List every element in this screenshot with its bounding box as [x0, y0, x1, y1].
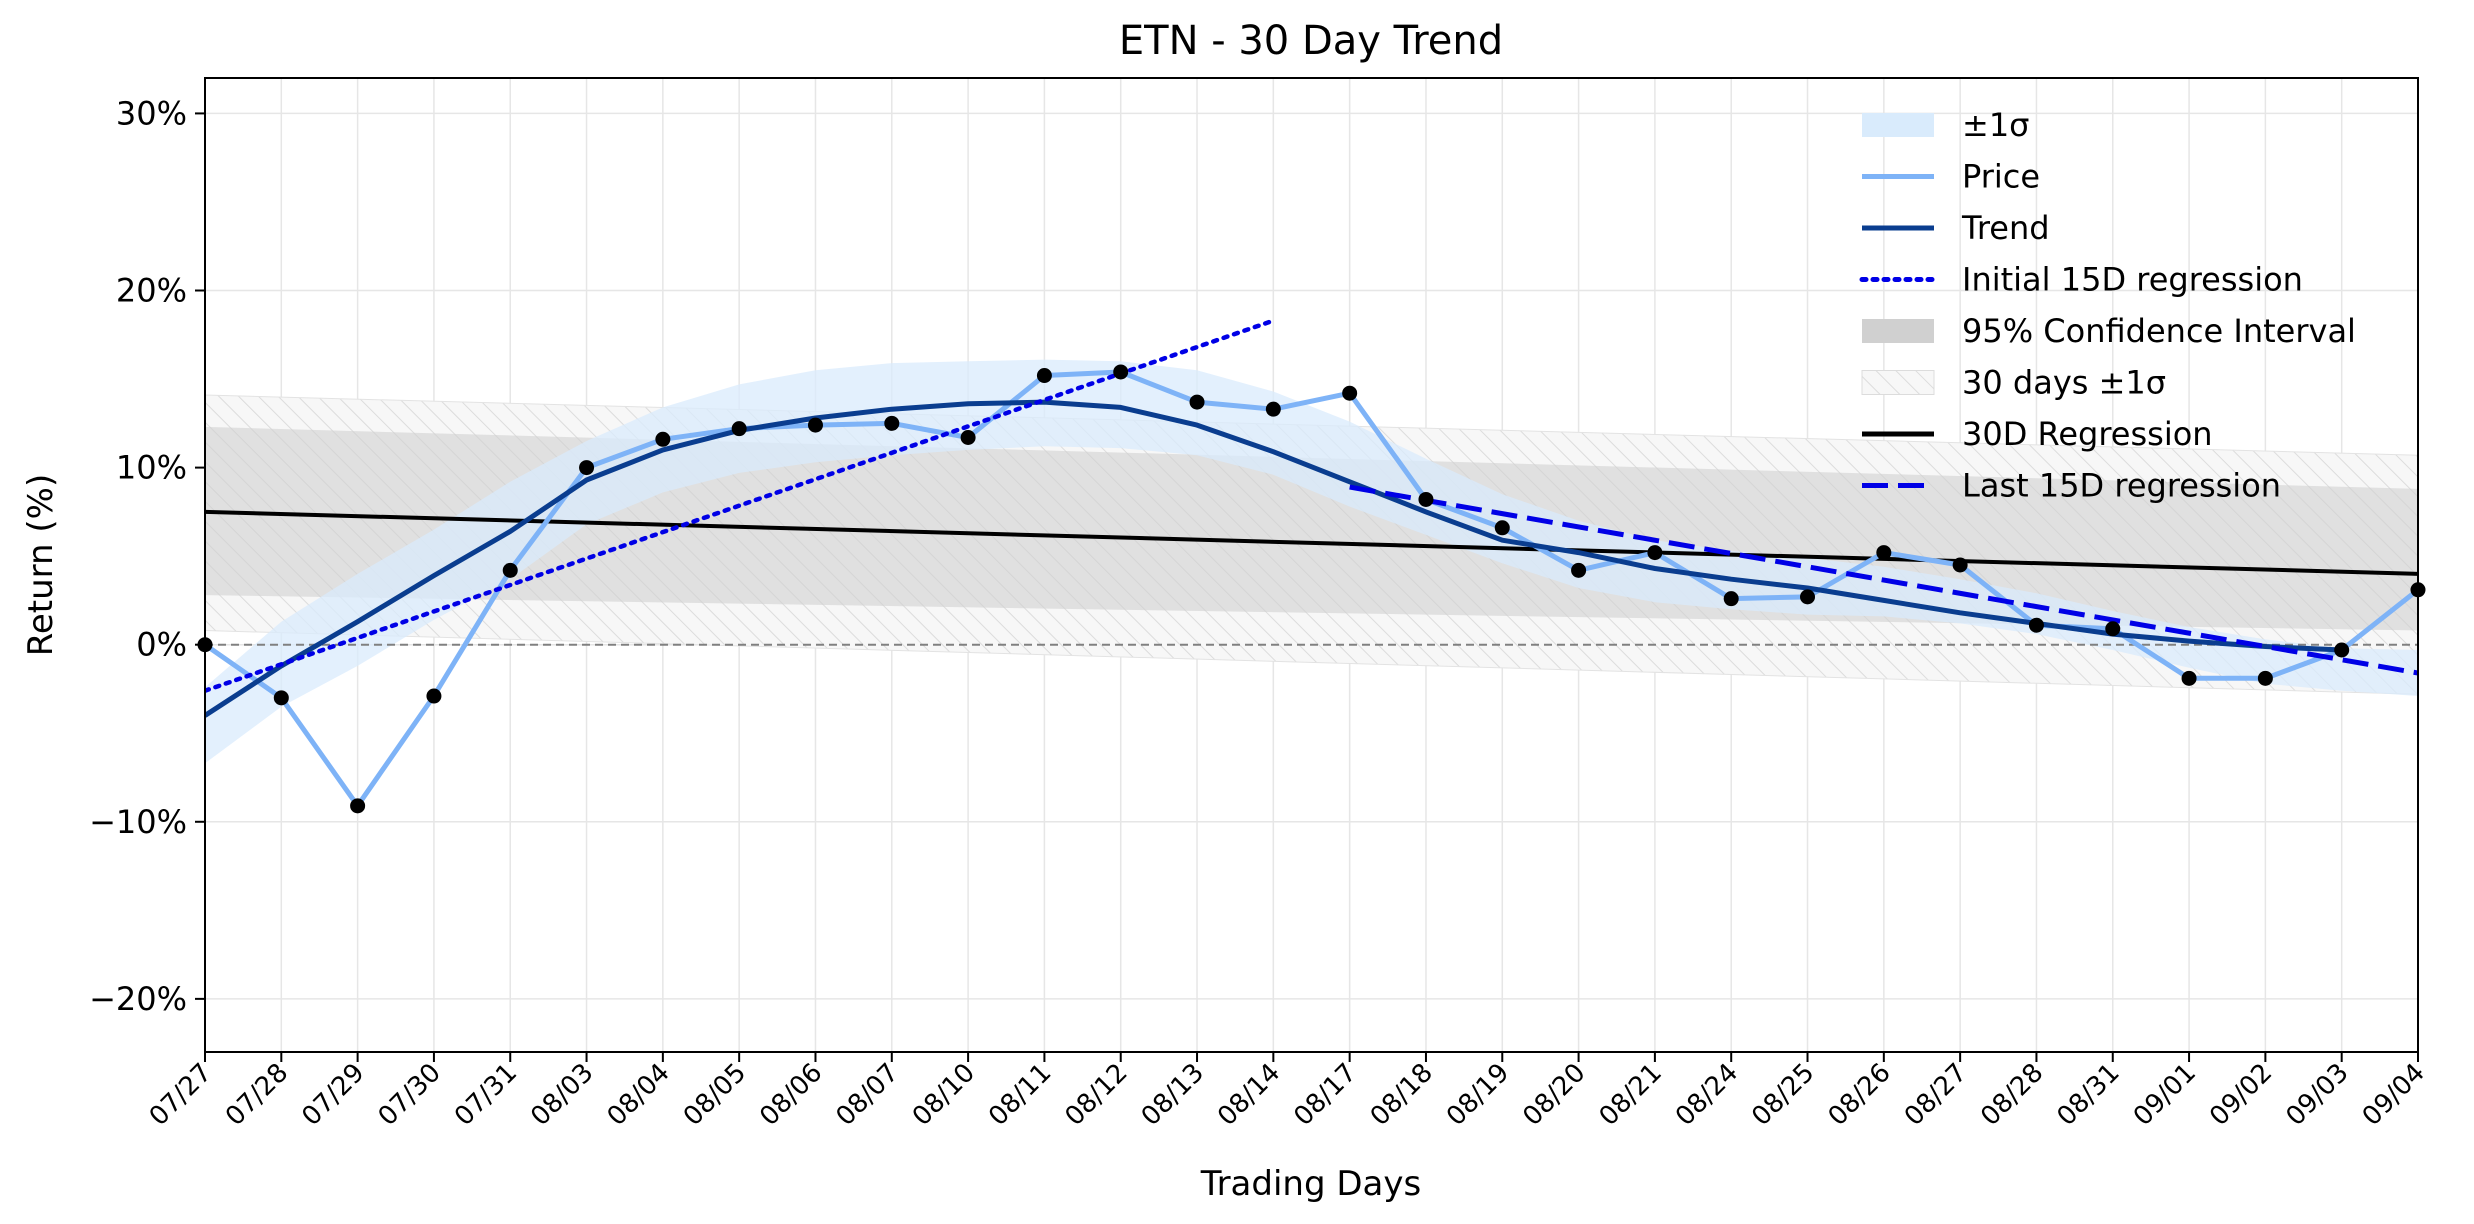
chart-title: ETN - 30 Day Trend — [1119, 18, 1503, 64]
legend-swatch — [1861, 370, 1935, 395]
x-tick-label: 08/14 — [1212, 1058, 1286, 1132]
x-tick-label: 08/18 — [1365, 1058, 1439, 1132]
price-point — [1952, 557, 1968, 573]
price-point — [1418, 491, 1434, 507]
lines — [205, 318, 2418, 809]
price-point — [273, 690, 289, 706]
x-tick-label: 08/12 — [1059, 1058, 1133, 1132]
x-tick-label: 07/27 — [144, 1058, 218, 1132]
price-point — [1113, 364, 1129, 380]
price-point — [731, 421, 747, 437]
price-point — [1876, 545, 1892, 561]
price-point — [1036, 368, 1052, 384]
x-axis-label: Trading Days — [1200, 1164, 1421, 1204]
price-point — [1189, 394, 1205, 410]
price-point — [1800, 589, 1816, 605]
x-tick-label: 08/10 — [907, 1058, 981, 1132]
price-point — [1723, 591, 1739, 607]
x-tick-label: 07/30 — [373, 1058, 447, 1132]
plot-area — [197, 77, 2426, 1053]
price-point — [1342, 385, 1358, 401]
x-tick-label: 08/11 — [983, 1058, 1057, 1132]
price-point — [1571, 562, 1587, 578]
x-tick-label: 07/28 — [220, 1058, 294, 1132]
price-point — [502, 562, 518, 578]
x-axis: 07/27 07/28 07/29 07/30 07/31 08/03 08/04 08/05… — [144, 1052, 2431, 1132]
price-point — [579, 460, 595, 476]
legend-label: ±1σ — [1962, 106, 2029, 144]
legend: ±1σ Price Trend Initial 15D regression 95% C… — [1859, 106, 2356, 505]
x-tick-label: 08/24 — [1670, 1058, 1744, 1132]
price-point — [1494, 520, 1510, 536]
x-tick-label: 09/03 — [2280, 1058, 2354, 1132]
x-tick-label: 08/27 — [1899, 1058, 1973, 1132]
price-point — [2105, 621, 2121, 637]
price-point — [2028, 617, 2044, 633]
band-1-sigma — [205, 359, 2418, 764]
x-tick-label: 08/21 — [1594, 1058, 1668, 1132]
x-tick-label: 08/26 — [1823, 1058, 1897, 1132]
y-axis: −20% −10% 0% 10% 20% 30% — [89, 94, 205, 1018]
y-tick-label: −10% — [89, 803, 187, 841]
regression-initial-15d-line — [205, 318, 1276, 693]
legend-label: 30 days ±1σ — [1962, 364, 2166, 402]
x-tick-label: 07/29 — [296, 1058, 370, 1132]
x-tick-label: 08/05 — [678, 1058, 752, 1132]
legend-label: Initial 15D regression — [1962, 261, 2303, 299]
y-tick-label: −20% — [89, 980, 187, 1018]
x-tick-label: 08/25 — [1746, 1058, 1820, 1132]
trend-line — [205, 399, 2342, 718]
price-point — [1647, 545, 1663, 561]
price-point — [960, 429, 976, 445]
price-point — [2257, 670, 2273, 686]
legend-swatch — [1862, 319, 1934, 343]
x-tick-label: 08/19 — [1441, 1058, 1515, 1132]
data-points — [197, 364, 2426, 814]
x-tick-label: 08/13 — [1136, 1058, 1210, 1132]
price-point — [426, 688, 442, 704]
price-point — [2334, 642, 2350, 658]
x-tick-label: 09/04 — [2357, 1058, 2431, 1132]
price-point — [350, 798, 366, 814]
x-tick-label: 08/03 — [525, 1058, 599, 1132]
bands — [205, 359, 2418, 764]
legend-label: Last 15D regression — [1962, 467, 2281, 505]
x-tick-label: 08/20 — [1517, 1058, 1591, 1132]
legend-label: 95% Confidence Interval — [1962, 312, 2356, 350]
x-tick-label: 08/06 — [754, 1058, 828, 1132]
y-axis-label: Return (%) — [21, 474, 61, 656]
x-tick-label: 08/28 — [1975, 1058, 2049, 1132]
y-tick-label: 0% — [136, 626, 187, 664]
legend-swatch — [1862, 113, 1934, 137]
plot-frame — [204, 77, 2419, 1053]
y-tick-label: 10% — [116, 449, 187, 487]
x-tick-label: 09/02 — [2204, 1058, 2278, 1132]
x-tick-label: 08/17 — [1288, 1058, 1362, 1132]
regression-last-15d-line — [1349, 484, 2418, 676]
y-tick-label: 30% — [116, 94, 187, 132]
x-tick-label: 09/01 — [2128, 1058, 2202, 1132]
x-tick-label: 08/07 — [831, 1058, 905, 1132]
x-tick-label: 08/31 — [2052, 1058, 2126, 1132]
y-tick-label: 20% — [116, 272, 187, 310]
x-tick-label: 08/04 — [602, 1058, 676, 1132]
regression-30d-line — [205, 509, 2418, 576]
legend-label: Trend — [1961, 209, 2050, 247]
price-point — [2181, 670, 2197, 686]
price-point — [655, 431, 671, 447]
price-point — [884, 415, 900, 431]
price-point — [1265, 401, 1281, 417]
price-point — [807, 417, 823, 433]
legend-label: Price — [1962, 158, 2040, 196]
legend-label: 30D Regression — [1962, 415, 2213, 453]
x-tick-label: 07/31 — [449, 1058, 523, 1132]
